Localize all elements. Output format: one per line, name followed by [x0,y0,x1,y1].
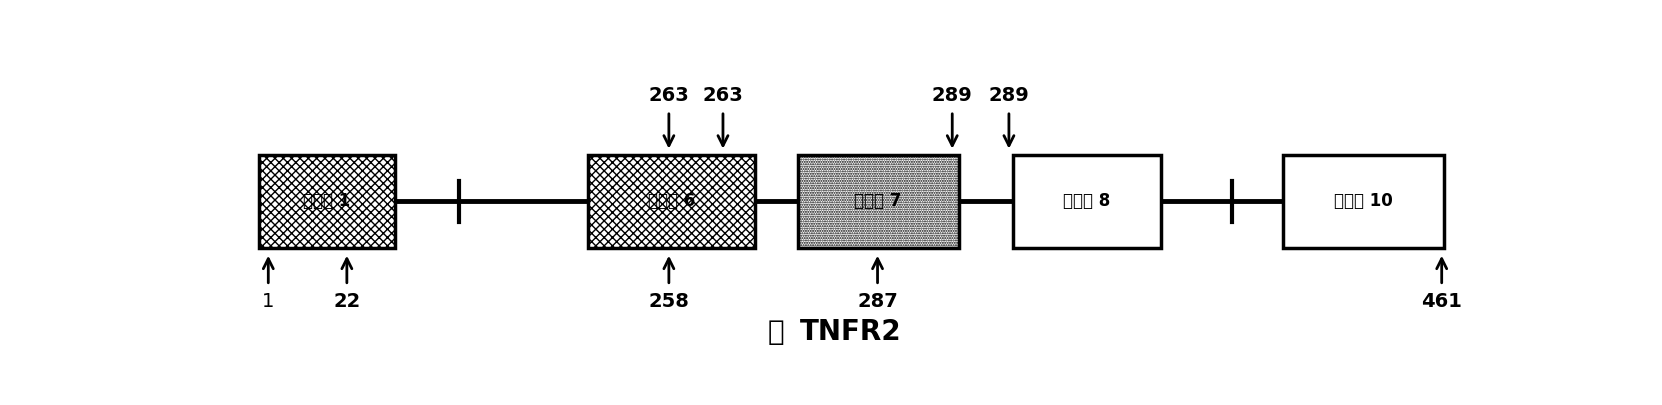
Text: 287: 287 [858,292,897,311]
Text: 258: 258 [648,292,690,311]
Text: 289: 289 [989,86,1029,105]
Bar [1012,155,1160,248]
Text: TNFR2: TNFR2 [801,318,902,346]
Bar [588,155,755,248]
Text: 外显子 7: 外显子 7 [854,192,902,211]
Text: 263: 263 [703,86,743,105]
Text: 外显子 6: 外显子 6 [648,192,695,211]
Bar [259,155,394,248]
Bar [798,155,959,248]
Text: 外显子 10: 外显子 10 [1335,192,1393,211]
Text: 461: 461 [1421,292,1463,311]
Text: 289: 289 [932,86,972,105]
Text: 263: 263 [648,86,690,105]
Bar [588,155,755,248]
Bar [798,155,959,248]
Text: 外显子 1: 外显子 1 [302,192,351,211]
Text: 1: 1 [263,292,274,311]
Bar [259,155,394,248]
Text: 外显子 8: 外显子 8 [1064,192,1110,211]
Bar [1283,155,1444,248]
Text: 人: 人 [768,318,794,346]
Text: 22: 22 [334,292,361,311]
